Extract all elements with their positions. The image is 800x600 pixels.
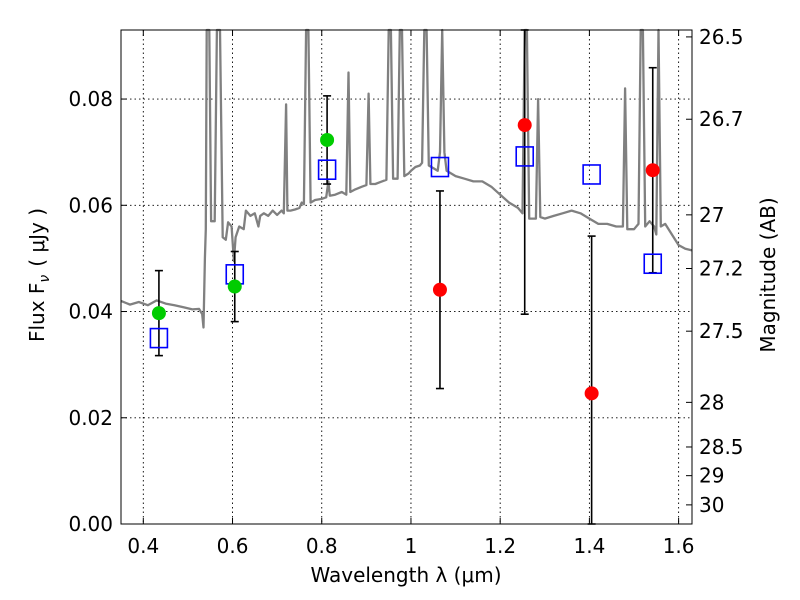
- y-axis-left-title-unit: ( μJy ): [25, 208, 49, 267]
- non-detection-marker: [517, 118, 532, 133]
- y-axis-left-title-sub: ν: [37, 275, 53, 283]
- spectrum-layer: [120, 28, 693, 329]
- y-tick-label: 0.04: [68, 300, 113, 324]
- y-axis-left-title-main: Flux F: [25, 283, 49, 342]
- observed-photometry-layer: [151, 118, 660, 401]
- spectrum-line: [120, 28, 693, 329]
- y-axis-left-title: Flux Fν ( μJy ): [25, 208, 53, 342]
- right-tick-label: 30: [699, 493, 724, 517]
- tick-labels: 0.4 0.6 0.8 1 1.2 1.4 1.6 0.00 0.02 0.04 0.06 0.08 2…: [68, 25, 743, 558]
- x-tick-label: 0.4: [127, 534, 159, 558]
- x-tick-label: 0.8: [306, 534, 338, 558]
- x-tick-label: 1.2: [484, 534, 516, 558]
- svg-text:Flux Fν( μJy ): Flux Fν ( μJy ): [25, 208, 53, 342]
- model-photometry-layer: [149, 146, 663, 349]
- ticks: [121, 30, 692, 525]
- detection-marker: [320, 132, 335, 147]
- right-tick-label: 27.5: [699, 319, 744, 343]
- x-tick-label: 1: [405, 534, 418, 558]
- y-tick-label: 0.00: [68, 512, 113, 536]
- x-tick-label: 0.6: [217, 534, 249, 558]
- plot-frame: [120, 29, 693, 525]
- right-tick-label: 29: [699, 464, 724, 488]
- non-detection-marker: [584, 386, 599, 401]
- x-tick-label: 1.6: [663, 534, 695, 558]
- right-tick-label: 26.5: [699, 25, 744, 49]
- x-tick-label: 1.4: [573, 534, 605, 558]
- x-axis-title: Wavelength λ (μm): [310, 563, 501, 587]
- model-photometry-marker: [149, 327, 169, 349]
- y-tick-label: 0.08: [68, 87, 113, 111]
- model-photometry-marker: [430, 156, 450, 178]
- right-tick-label: 28.5: [699, 435, 744, 459]
- non-detection-marker: [432, 282, 447, 297]
- right-tick-label: 28: [699, 390, 724, 414]
- model-photometry-marker: [515, 146, 535, 167]
- non-detection-marker: [645, 163, 660, 178]
- model-photometry-marker: [582, 164, 601, 185]
- right-tick-label: 27: [699, 203, 724, 227]
- right-tick-label: 26.7: [699, 107, 744, 131]
- model-photometry-marker: [317, 159, 337, 181]
- y-tick-label: 0.06: [68, 193, 113, 217]
- y-tick-label: 0.02: [68, 406, 113, 430]
- y-axis-right-title: Magnitude (AB): [756, 197, 780, 352]
- error-bar-layer: [154, 29, 657, 525]
- model-photometry-marker: [643, 253, 663, 275]
- detection-marker: [227, 279, 242, 294]
- right-tick-label: 27.2: [699, 257, 744, 281]
- detection-marker: [151, 306, 166, 321]
